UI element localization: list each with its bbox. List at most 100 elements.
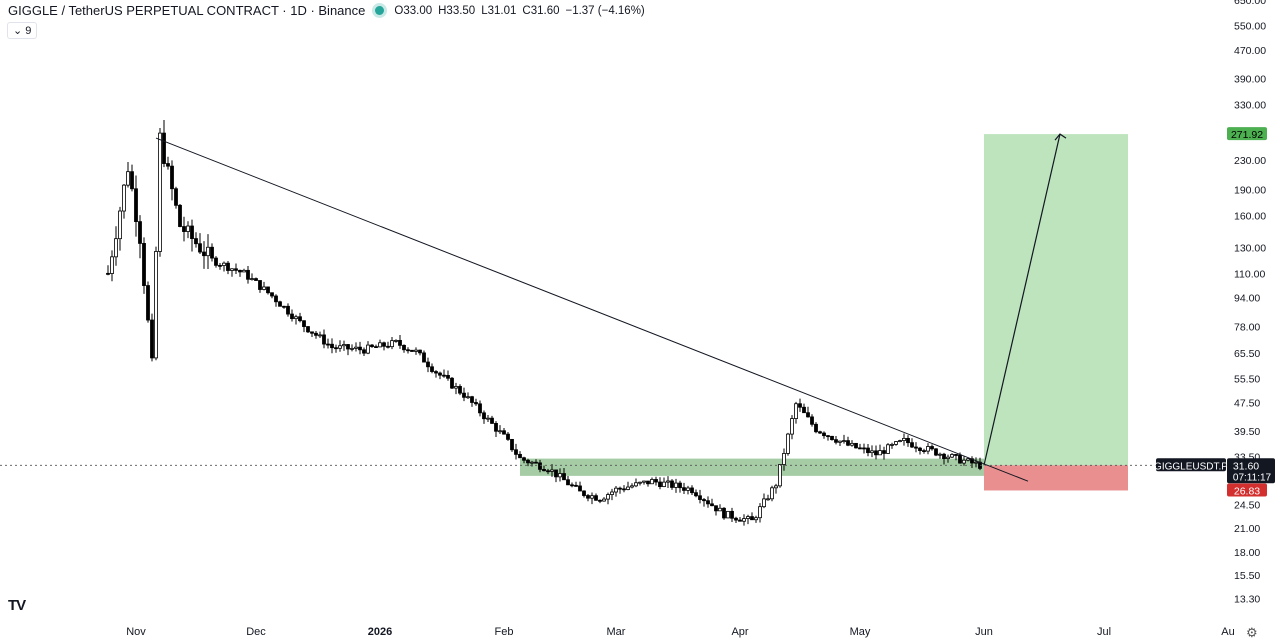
candle-body bbox=[230, 268, 234, 271]
candle-body bbox=[238, 269, 242, 273]
candle-body bbox=[538, 462, 542, 470]
candle-body bbox=[622, 488, 626, 491]
candle-body bbox=[962, 459, 966, 464]
candle-body bbox=[734, 517, 738, 521]
candle-body bbox=[642, 480, 646, 483]
candle-body bbox=[762, 498, 766, 508]
candle-body bbox=[446, 375, 450, 379]
candle-body bbox=[706, 500, 710, 505]
y-tick-label: 15.50 bbox=[1234, 570, 1260, 582]
candle-body bbox=[630, 485, 634, 488]
take-profit-zone bbox=[984, 134, 1128, 466]
candle-body bbox=[498, 430, 502, 433]
symbol-tag bbox=[1156, 458, 1226, 472]
x-tick-label: Mar bbox=[607, 626, 626, 638]
x-tick-label: Jun bbox=[975, 626, 993, 638]
candle-body bbox=[362, 349, 366, 354]
y-tick-label: 110.00 bbox=[1234, 268, 1265, 280]
symbol-title[interactable]: GIGGLE / TetherUS PERPETUAL CONTRACT · 1… bbox=[8, 3, 366, 18]
candle-body bbox=[742, 518, 746, 522]
candle-body bbox=[382, 342, 386, 347]
candle-body bbox=[186, 225, 190, 232]
candle-body bbox=[142, 243, 146, 286]
candle-body bbox=[766, 498, 770, 501]
candle-body bbox=[242, 269, 246, 273]
candle-body bbox=[598, 499, 602, 502]
candle-body bbox=[866, 447, 870, 454]
candle-body bbox=[718, 507, 722, 512]
last-price-badge bbox=[1227, 458, 1275, 484]
candle-body bbox=[198, 243, 202, 253]
gear-icon[interactable]: ⚙ bbox=[1246, 625, 1258, 640]
candle-body bbox=[898, 440, 902, 442]
candle-body bbox=[914, 446, 918, 449]
candle-body bbox=[698, 495, 702, 500]
stop-loss-label: 26.83 bbox=[1234, 485, 1260, 497]
candle-body bbox=[654, 479, 658, 483]
y-tick-label: 94.00 bbox=[1234, 293, 1260, 305]
candle-body bbox=[202, 251, 206, 257]
candle-body bbox=[314, 332, 318, 336]
candle-body bbox=[714, 505, 718, 512]
candle-body bbox=[690, 487, 694, 494]
candle-body bbox=[278, 301, 282, 307]
candle-body bbox=[358, 346, 362, 351]
market-status-icon bbox=[375, 6, 385, 15]
candle-body bbox=[878, 450, 882, 456]
candle-body bbox=[458, 386, 462, 394]
candle-body bbox=[666, 480, 670, 483]
indicator-count: 9 bbox=[25, 24, 32, 37]
candle-body bbox=[138, 221, 142, 244]
candle-body bbox=[670, 480, 674, 488]
candle-body bbox=[434, 371, 438, 374]
candle-body bbox=[570, 484, 574, 487]
candle-body bbox=[158, 132, 162, 252]
candle-body bbox=[354, 346, 358, 349]
candle-body bbox=[290, 313, 294, 320]
x-tick-label: Au bbox=[1221, 626, 1234, 638]
candle-body bbox=[554, 469, 558, 478]
candle-body bbox=[850, 442, 854, 446]
y-tick-label: 470.00 bbox=[1234, 45, 1266, 57]
candle-body bbox=[214, 257, 218, 266]
candle-body bbox=[442, 374, 446, 377]
candle-body bbox=[494, 422, 498, 432]
candle-body bbox=[222, 262, 226, 266]
candle-body bbox=[166, 163, 170, 167]
candle-body bbox=[886, 444, 890, 454]
candle-body bbox=[350, 347, 354, 350]
candle-body bbox=[950, 454, 954, 458]
countdown-label: 07:11:17 bbox=[1233, 472, 1272, 483]
candle-body bbox=[786, 433, 790, 454]
candle-body bbox=[310, 331, 314, 334]
candle-body bbox=[942, 453, 946, 460]
candle-body bbox=[774, 485, 778, 489]
candle-body bbox=[530, 461, 534, 464]
candle-body bbox=[386, 345, 390, 348]
candle-body bbox=[770, 487, 774, 500]
candle-body bbox=[306, 326, 310, 333]
candle-body bbox=[258, 280, 262, 290]
y-tick-label: 24.50 bbox=[1234, 499, 1260, 511]
candle-body bbox=[282, 305, 286, 308]
candle-body bbox=[426, 361, 430, 368]
candle-body bbox=[582, 490, 586, 496]
candle-body bbox=[510, 438, 514, 451]
candle-body bbox=[894, 441, 898, 445]
x-tick-label: Feb bbox=[495, 626, 514, 638]
candle-body bbox=[470, 396, 474, 403]
candle-body bbox=[798, 403, 802, 408]
candle-body bbox=[342, 344, 346, 347]
candle-body bbox=[318, 334, 322, 337]
indicators-toggle[interactable]: ⌄ 9 bbox=[7, 22, 38, 39]
y-tick-label: 230.00 bbox=[1234, 155, 1266, 167]
candle-body bbox=[250, 278, 254, 280]
candle-body bbox=[118, 210, 122, 240]
tradingview-logo[interactable]: TV bbox=[8, 597, 26, 614]
candle-body bbox=[474, 402, 478, 405]
stop-loss-badge bbox=[1227, 483, 1267, 497]
candle-body bbox=[526, 459, 530, 464]
candle-body bbox=[346, 344, 350, 350]
candle-body bbox=[806, 412, 810, 418]
